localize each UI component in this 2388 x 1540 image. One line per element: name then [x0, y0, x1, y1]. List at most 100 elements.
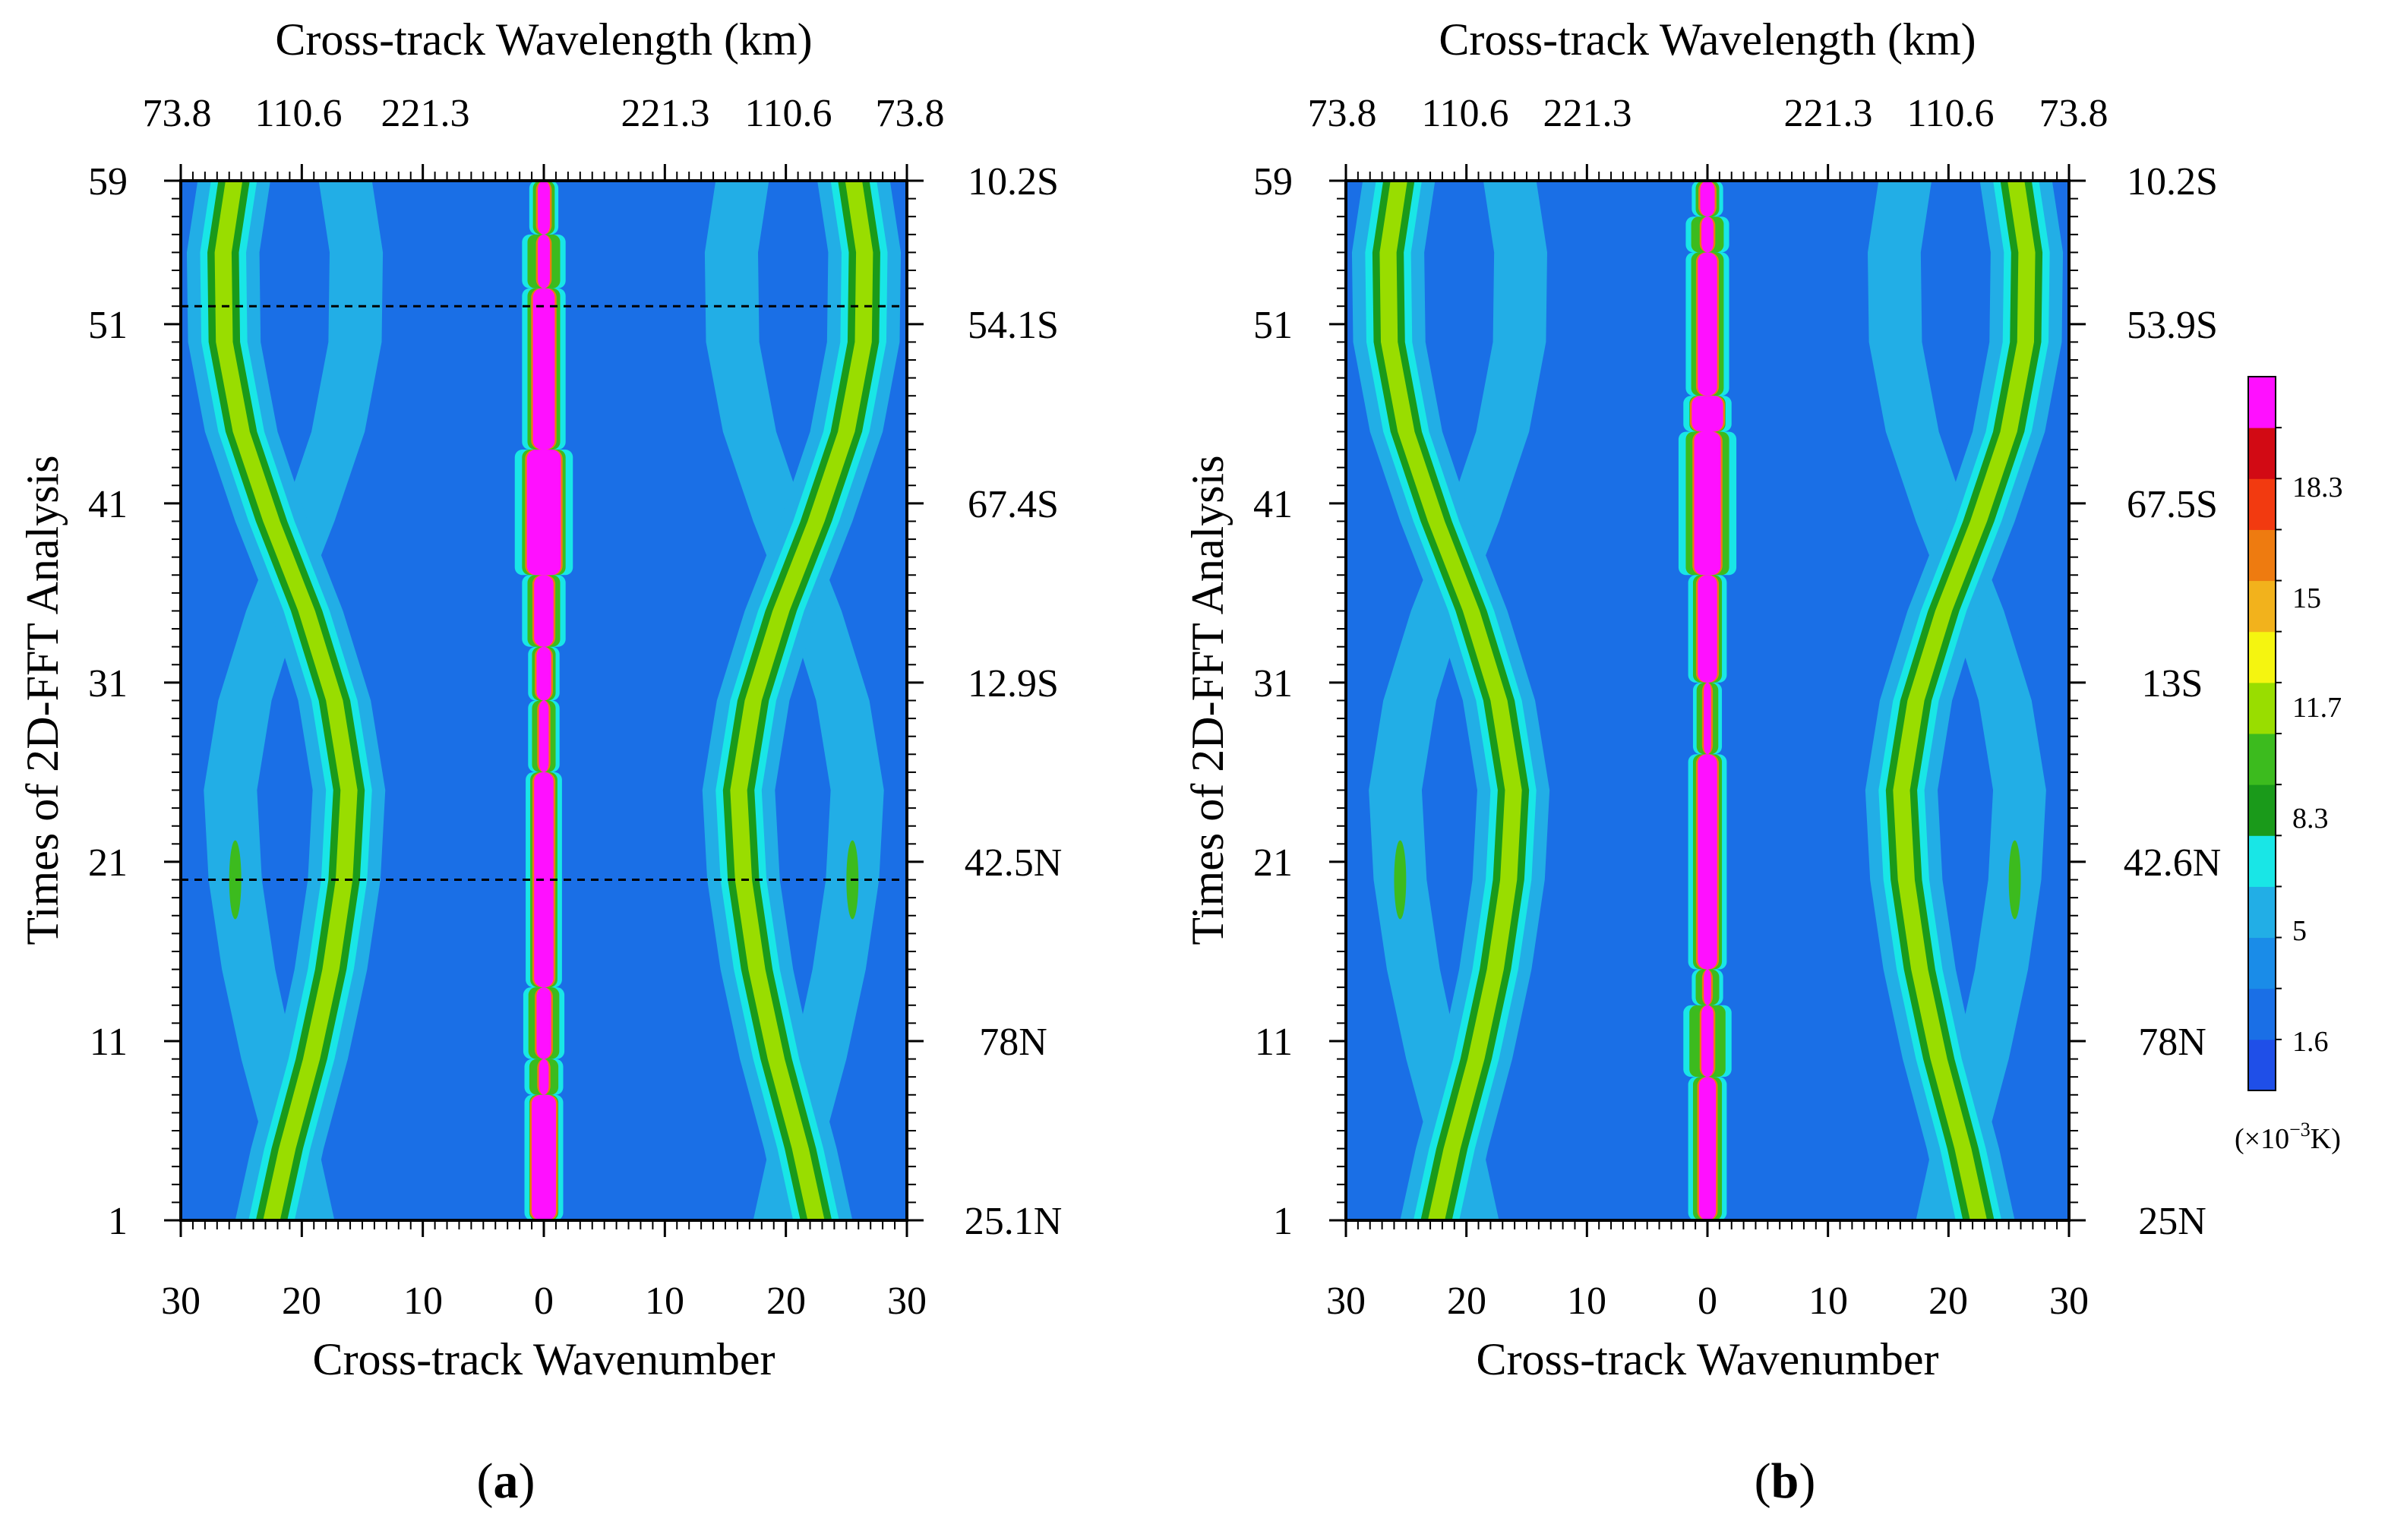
panel-label-a: (a) — [477, 1453, 535, 1509]
y2-tick-labels-a: 25.1N 78N 42.5N 12.9S 67.4S 54.1S 10.2S — [965, 160, 1063, 1243]
x2-tick-label: 110.6 — [1421, 92, 1508, 135]
y2-tick-label: 78N — [2138, 1021, 2206, 1064]
colorbar-swatch — [2248, 478, 2276, 530]
y-tick-label: 21 — [1253, 841, 1293, 885]
colorbar: 1.6 5 8.3 11.7 15 18.3 (×10−3K) — [2235, 376, 2343, 1155]
x-axis-title-b: Cross-track Wavenumber — [1477, 1334, 1939, 1384]
y-tick-labels-b: 1 11 21 31 41 51 59 — [1253, 160, 1293, 1243]
colorbar-swatch — [2248, 1039, 2276, 1091]
x-tick-label: 10 — [1567, 1280, 1606, 1323]
center-core — [1701, 1005, 1714, 1078]
x-tick-label: 0 — [534, 1280, 554, 1323]
center-core — [526, 450, 561, 576]
center-core — [1700, 181, 1715, 217]
colorbar-label: 11.7 — [2292, 692, 2342, 724]
center-core — [534, 575, 554, 647]
x2-axis-title-a: Cross-track Wavelength (km) — [275, 14, 812, 65]
axis-ticks-b — [1329, 164, 2086, 1237]
panel-b: Cross-track Wavelength (km) Cross-track … — [1183, 14, 2221, 1509]
y-tick-label: 21 — [88, 841, 128, 885]
side-patch — [2008, 840, 2021, 920]
y2-tick-label: 67.5S — [2127, 483, 2218, 526]
colorbar-label: 15 — [2292, 582, 2321, 614]
center-core — [538, 181, 550, 235]
center-core — [1698, 754, 1717, 970]
x-tick-label: 30 — [1326, 1280, 1366, 1323]
y-tick-label: 51 — [1253, 304, 1293, 347]
ridge-core — [1893, 181, 2036, 1220]
colorbar-swatch — [2248, 631, 2276, 683]
center-core — [1698, 1077, 1717, 1220]
ridge-halo-mirror — [204, 181, 384, 1220]
colorbar-swatch — [2248, 682, 2276, 734]
center-core — [1698, 252, 1717, 396]
x2-tick-label: 110.6 — [744, 92, 832, 135]
center-core — [532, 1094, 556, 1220]
x-tick-label: 20 — [1928, 1280, 1968, 1323]
center-core — [1698, 575, 1717, 683]
y-axis-title-a: Times of 2D-FFT Analysis — [17, 455, 68, 945]
center-core — [1704, 682, 1711, 755]
colorbar-labels: 1.6 5 8.3 11.7 15 18.3 — [2292, 472, 2343, 1058]
x-tick-label: 10 — [403, 1280, 443, 1323]
colorbar-swatches — [2248, 377, 2276, 1091]
x-tick-label: 0 — [1698, 1280, 1717, 1323]
plot-area-b — [1346, 181, 2069, 1220]
colorbar-label: 18.3 — [2292, 472, 2343, 503]
y-tick-label: 11 — [90, 1021, 128, 1064]
ridge-halo-mirror — [704, 181, 884, 1220]
colorbar-swatch — [2248, 937, 2276, 989]
colorbar-swatch — [2248, 428, 2276, 479]
panel-label-b: (b) — [1755, 1453, 1816, 1509]
center-core — [539, 700, 549, 772]
x-tick-labels-b: 30 20 10 0 10 20 30 — [1326, 1280, 2089, 1323]
y2-tick-label: 67.4S — [968, 483, 1059, 526]
colorbar-tick-marks — [2276, 427, 2282, 1040]
colorbar-swatch — [2248, 835, 2276, 887]
center-core — [539, 1059, 549, 1095]
center-core — [536, 987, 551, 1059]
x-tick-label: 30 — [161, 1280, 201, 1323]
center-core — [532, 288, 555, 450]
colorbar-swatch — [2248, 580, 2276, 633]
axis-ticks-a — [164, 164, 924, 1237]
x2-tick-label: 73.8 — [1308, 92, 1377, 135]
colorbar-swatch — [2248, 886, 2276, 939]
ridge-halo-mirror — [1868, 181, 2046, 1220]
y2-tick-label: 12.9S — [968, 662, 1059, 705]
x-tick-label: 20 — [1447, 1280, 1486, 1323]
colorbar-unit: (×10−3K) — [2235, 1119, 2341, 1155]
x2-tick-labels-b: 73.8 110.6 221.3 221.3 110.6 73.8 — [1308, 92, 2108, 135]
y-tick-label: 59 — [88, 160, 128, 204]
y-tick-label: 31 — [88, 662, 128, 705]
ridge-core — [1379, 181, 1522, 1220]
y-tick-label: 1 — [1273, 1200, 1293, 1243]
x-tick-label: 10 — [645, 1280, 684, 1323]
center-core — [1692, 396, 1723, 432]
y-tick-label: 41 — [88, 483, 128, 526]
y2-tick-label: 13S — [2142, 662, 2203, 705]
x-tick-label: 30 — [887, 1280, 927, 1323]
x2-tick-label: 73.8 — [876, 92, 945, 135]
x-tick-label: 30 — [2049, 1280, 2089, 1323]
colorbar-swatch — [2248, 988, 2276, 1040]
colorbar-swatch — [2248, 734, 2276, 785]
x2-tick-label: 73.8 — [143, 92, 212, 135]
colorbar-swatch — [2248, 377, 2276, 428]
center-core — [536, 646, 551, 701]
colorbar-label: 1.6 — [2292, 1026, 2329, 1058]
x-tick-label: 10 — [1808, 1280, 1848, 1323]
x2-tick-label: 221.3 — [1543, 92, 1632, 135]
ridge-halo-mirror — [1369, 181, 1547, 1220]
x-axis-title-a: Cross-track Wavenumber — [313, 1334, 775, 1384]
colorbar-label: 5 — [2292, 915, 2307, 947]
x2-tick-label: 110.6 — [254, 92, 342, 135]
y2-tick-label: 25N — [2138, 1200, 2206, 1243]
x2-tick-label: 221.3 — [1784, 92, 1873, 135]
y2-tick-labels-b: 25N 78N 42.6N 13S 67.5S 53.9S 10.2S — [2124, 160, 2222, 1243]
side-patch — [1394, 840, 1407, 920]
y-tick-label: 31 — [1253, 662, 1293, 705]
y2-tick-label: 42.6N — [2124, 841, 2222, 885]
x-tick-labels-a: 30 20 10 0 10 20 30 — [161, 1280, 927, 1323]
